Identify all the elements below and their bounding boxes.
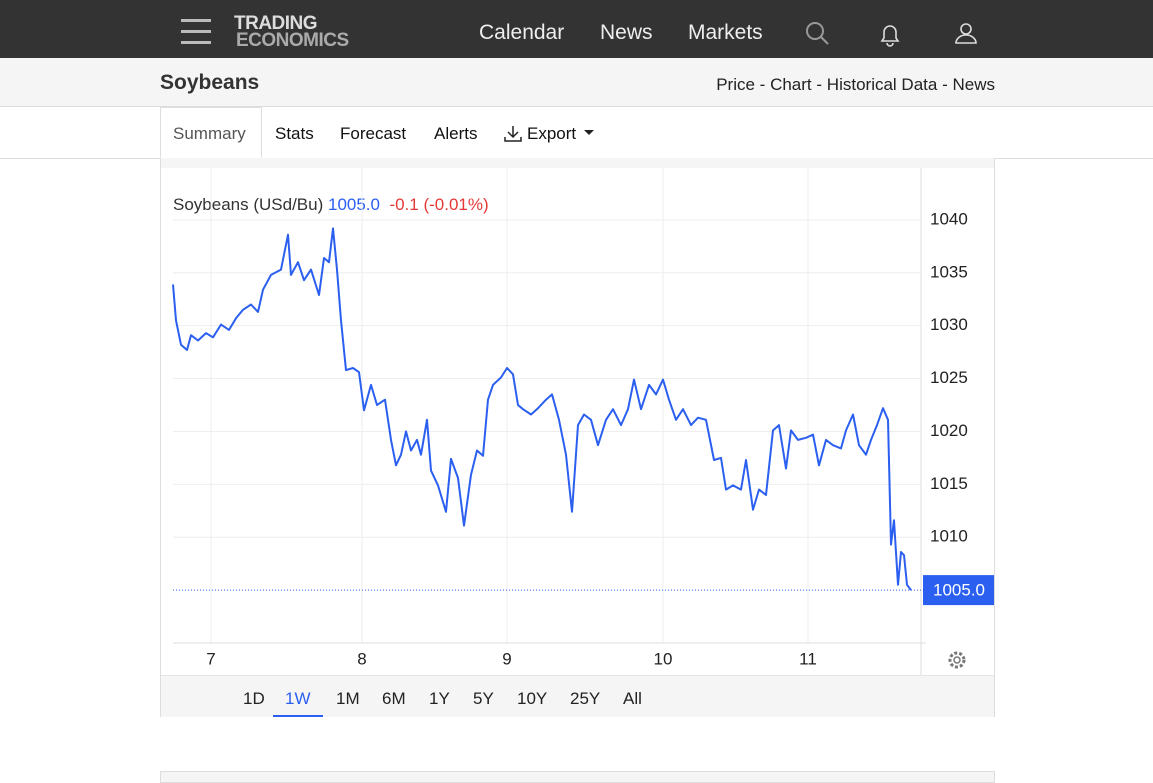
download-icon[interactable]	[503, 124, 523, 144]
header-links: Price - Chart - Historical Data - News	[716, 75, 995, 95]
header-link[interactable]: Price	[716, 75, 755, 94]
quote-change: -0.1 (-0.01%)	[389, 195, 489, 214]
x-tick-label: 9	[502, 649, 511, 668]
logo-top[interactable]: TRADING	[234, 13, 318, 34]
x-tick-label: 7	[206, 649, 215, 668]
caret	[584, 130, 594, 135]
header-link[interactable]: News	[952, 75, 995, 94]
tab[interactable]: Forecast	[340, 124, 407, 143]
logo-bottom[interactable]: ECONOMICS	[236, 30, 349, 51]
x-tick-label: 11	[799, 649, 817, 668]
nav-link[interactable]: Calendar	[479, 21, 565, 44]
price-line	[172, 227, 912, 591]
price-tag-label: 1005.0	[933, 581, 985, 600]
tab[interactable]: Stats	[275, 124, 314, 143]
range-button[interactable]: 1M	[336, 689, 360, 708]
range-button[interactable]: 1D	[243, 689, 265, 708]
header-link[interactable]: Chart	[770, 75, 812, 94]
header-link[interactable]: Historical Data	[826, 75, 938, 94]
nav-link[interactable]: Markets	[688, 21, 763, 44]
range-button[interactable]: 1W	[273, 689, 323, 717]
panel-strip	[161, 158, 994, 168]
tab-bar: Summary Stats Forecast Alerts Export	[0, 107, 1153, 159]
nav-link[interactable]: News	[600, 21, 653, 44]
active-tab-box	[160, 107, 262, 158]
bell-icon[interactable]	[878, 22, 902, 48]
tab[interactable]: Alerts	[434, 124, 478, 143]
y-tick-label: 1030	[930, 315, 968, 334]
page-title: Soybeans	[160, 71, 260, 94]
separator: -	[759, 75, 766, 94]
y-tick-label: 1015	[930, 474, 968, 493]
y-tick-label: 1040	[930, 209, 968, 228]
next-panel	[160, 771, 995, 783]
price-tag	[923, 575, 994, 606]
tab[interactable]: Summary	[173, 124, 246, 143]
settings-icon[interactable]	[948, 651, 966, 669]
range-button[interactable]: 5Y	[473, 689, 494, 708]
x-tick-label: 8	[357, 649, 366, 668]
separator: -	[942, 75, 948, 94]
top-nav: TRADING ECONOMICS Calendar News Markets	[0, 0, 1153, 58]
sub-header: Soybeans Price - Chart - Historical Data…	[0, 58, 1153, 107]
y-tick-label: 1025	[930, 368, 968, 387]
range-button[interactable]: 10Y	[517, 689, 548, 708]
menu-icon[interactable]	[180, 18, 212, 46]
quote-price: 1005.0	[327, 195, 380, 214]
y-tick-label: 1035	[930, 262, 968, 281]
x-tick-label: 10	[654, 649, 673, 668]
chart-panel: Soybeans (USd/Bu) 1005.0 -0.1 (-0.01%) 1…	[160, 158, 995, 717]
user-icon[interactable]	[954, 21, 978, 45]
quote-line: Soybeans (USd/Bu) 1005.0 -0.1 (-0.01%)	[173, 195, 489, 215]
separator: -	[816, 75, 823, 94]
y-tick-label: 1020	[930, 421, 968, 440]
range-button[interactable]: 25Y	[570, 689, 601, 708]
y-tick-label: 1010	[930, 527, 968, 546]
range-button[interactable]: 6M	[382, 689, 406, 708]
search-icon[interactable]	[805, 21, 831, 47]
range-button[interactable]: All	[623, 689, 642, 708]
range-bar: 1D 1W 1M 6M 1Y 5Y 10Y 25Y All	[161, 675, 994, 717]
range-button[interactable]: 1Y	[429, 689, 450, 708]
chart: 1010 1015 1020 1025 1030 1035 1040 7 8 9 10 11 1005.…	[172, 167, 994, 675]
tab[interactable]: Export	[527, 124, 577, 143]
